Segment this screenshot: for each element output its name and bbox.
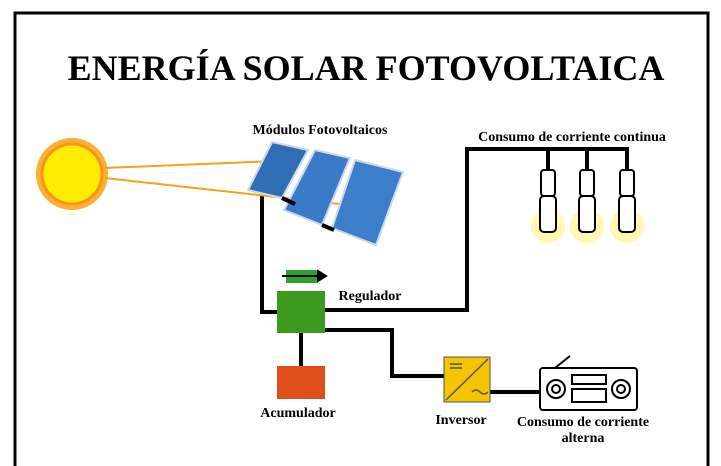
wire-inverter [325, 328, 444, 378]
label-modules: Módulos Fotovoltaicos [253, 123, 388, 138]
frame [13, 11, 710, 466]
label-dc: Consumo de corriente continua [478, 130, 666, 145]
bulbs [531, 169, 644, 243]
label-ac: alterna [562, 431, 605, 446]
regulator-arrow [282, 269, 328, 283]
inverter-symbol [445, 358, 489, 401]
label-battery: Acumulador [260, 406, 335, 421]
label-inverter: Inversor [435, 413, 486, 428]
wire-dc [325, 147, 629, 312]
label-ac: Consumo de corriente [517, 415, 649, 430]
label-regulator: Regulador [339, 289, 402, 304]
wire-panel [260, 195, 277, 314]
radio [539, 355, 638, 411]
battery [277, 366, 325, 399]
regulator [277, 291, 325, 333]
solar-panels [246, 140, 405, 247]
sun [40, 142, 104, 206]
title: ENERGÍA SOLAR FOTOVOLTAICA [68, 48, 665, 88]
